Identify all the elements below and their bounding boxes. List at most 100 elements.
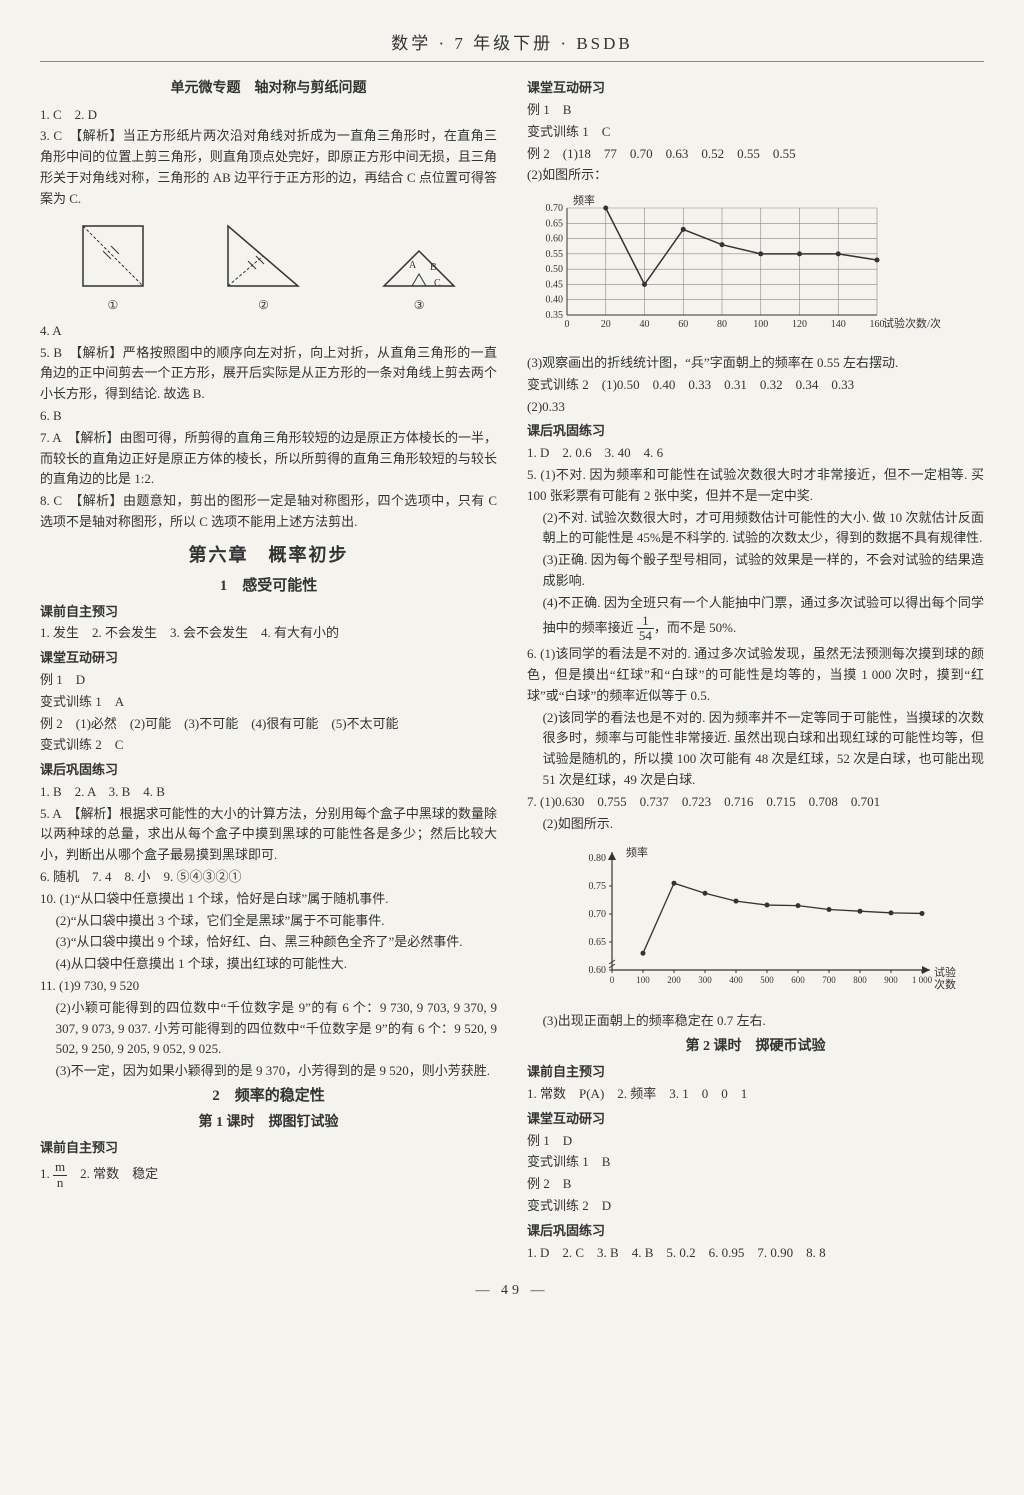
r-post-7-2: (2)如图所示. <box>527 814 984 835</box>
r-post-5-1: 5. (1)不对. 因为频率和可能性在试验次数很大时才非常接近，但不一定相等. … <box>527 465 984 507</box>
svg-text:40: 40 <box>640 319 650 330</box>
diagram-label-2: ② <box>218 296 308 315</box>
svg-text:800: 800 <box>853 975 867 985</box>
preclass-heading: 课前自主预习 <box>40 602 497 623</box>
diagram-label-3: ③ <box>374 296 464 315</box>
frac-den: n <box>53 1176 67 1190</box>
right-column: 课堂互动研习 例 1 B 变式训练 1 C 例 2 (1)18 77 0.70 … <box>527 74 984 1264</box>
svg-text:频率: 频率 <box>626 845 648 859</box>
content-columns: 单元微专题 轴对称与剪纸问题 1. C 2. D 3. C 【解析】当正方形纸片… <box>40 74 984 1264</box>
svg-text:140: 140 <box>831 319 846 330</box>
r2-ex2: 例 2 B <box>527 1174 984 1195</box>
post-10-3: (3)“从口袋中摸出 9 个球，恰好红、白、黑三种颜色全齐了”是必然事件. <box>40 932 497 953</box>
r-post-1-4: 1. D 2. 0.6 3. 40 4. 6 <box>527 443 984 464</box>
p54a: (4)不正确. 因为全班只有一个人能抽中门票，通过多次试验可以得出每个同学抽中的… <box>543 595 984 635</box>
r-var2-2: (2)0.33 <box>527 397 984 418</box>
left-column: 单元微专题 轴对称与剪纸问题 1. C 2. D 3. C 【解析】当正方形纸片… <box>40 74 497 1264</box>
svg-text:C: C <box>434 278 441 289</box>
svg-text:B: B <box>430 262 437 273</box>
preclass-2-answers: 1. m n 2. 常数 稳定 <box>40 1160 497 1190</box>
svg-text:120: 120 <box>792 319 807 330</box>
r2-var2: 变式训练 2 D <box>527 1196 984 1217</box>
preclass-heading-r2: 课前自主预习 <box>527 1062 984 1083</box>
svg-text:400: 400 <box>729 975 743 985</box>
variant-1: 变式训练 1 A <box>40 692 497 713</box>
svg-text:0.35: 0.35 <box>546 310 564 321</box>
svg-text:A: A <box>409 260 417 271</box>
chart-2: 0.600.650.700.750.8001002003004005006007… <box>527 838 984 1005</box>
frac-num: m <box>53 1160 67 1175</box>
post-10-2: (2)“从口袋中摸出 3 个球，它们全是黑球”属于不可能事件. <box>40 911 497 932</box>
r2-var1: 变式训练 1 B <box>527 1152 984 1173</box>
r-post-5-4: (4)不正确. 因为全班只有一个人能抽中门票，通过多次试验可以得出每个同学抽中的… <box>527 593 984 643</box>
postclass-heading-r: 课后巩固练习 <box>527 421 984 442</box>
svg-text:次数: 次数 <box>934 977 956 991</box>
lesson-1-subtitle: 第 1 课时 掷图钉试验 <box>40 1112 497 1134</box>
svg-text:试验: 试验 <box>934 965 956 979</box>
r2-post: 1. D 2. C 3. B 4. B 5. 0.2 6. 0.95 7. 0.… <box>527 1243 984 1264</box>
diagram-3: B C A ③ <box>374 236 464 315</box>
page-number: — 49 — <box>40 1280 984 1302</box>
p54b: ，而不是 50%. <box>654 619 736 634</box>
diagram-label-1: ① <box>73 296 153 315</box>
answer-3: 3. C 【解析】当正方形纸片两次沿对角线对折成为一直角三角形时，在直角三角形中… <box>40 126 497 209</box>
svg-text:0.60: 0.60 <box>546 234 564 245</box>
r-ex2-2: (2)如图所示： <box>527 165 984 186</box>
suffix: 2. 常数 稳定 <box>67 1166 158 1181</box>
post-10-4: (4)从口袋中任意摸出 1 个球，摸出红球的可能性大. <box>40 954 497 975</box>
diagram-2: ② <box>218 216 308 315</box>
svg-text:频率: 频率 <box>573 193 595 207</box>
example-1: 例 1 D <box>40 670 497 691</box>
svg-text:60: 60 <box>678 319 688 330</box>
svg-text:0.60: 0.60 <box>589 965 607 976</box>
chart-1: 0.350.400.450.500.550.600.650.7002040608… <box>527 190 984 347</box>
svg-text:200: 200 <box>667 975 681 985</box>
r-post-5-2: (2)不对. 试验次数很大时，才可用频数估计可能性的大小. 做 10 次就估计反… <box>527 508 984 550</box>
svg-text:900: 900 <box>884 975 898 985</box>
section-1-title: 1 感受可能性 <box>40 574 497 598</box>
diagram-1: ① <box>73 216 153 315</box>
answer-4: 4. A <box>40 321 497 342</box>
answer-1-2: 1. C 2. D <box>40 105 497 126</box>
r-ex2-1: 例 2 (1)18 77 0.70 0.63 0.52 0.55 0.55 <box>527 144 984 165</box>
post-1-4: 1. B 2. A 3. B 4. B <box>40 782 497 803</box>
svg-text:0: 0 <box>565 319 570 330</box>
svg-text:80: 80 <box>717 319 727 330</box>
answer-5: 5. B 【解析】严格按照图中的顺序向左对折，向上对折，从直角三角形的一直角边的… <box>40 343 497 405</box>
variant-2: 变式训练 2 C <box>40 735 497 756</box>
svg-text:0: 0 <box>610 975 615 985</box>
r-post-7-3: (3)出现正面朝上的频率稳定在 0.7 左右. <box>527 1011 984 1032</box>
svg-text:300: 300 <box>698 975 712 985</box>
section-2-title: 2 频率的稳定性 <box>40 1084 497 1108</box>
svg-text:0.55: 0.55 <box>546 249 564 260</box>
post-6-9: 6. 随机 7. 4 8. 小 9. ⑤④③②① <box>40 867 497 888</box>
svg-text:700: 700 <box>822 975 836 985</box>
svg-text:1 000: 1 000 <box>912 975 933 985</box>
inclass-heading: 课堂互动研习 <box>40 648 497 669</box>
page-header: 数学 · 7 年级下册 · BSDB <box>40 30 984 62</box>
answer-7: 7. A 【解析】由图可得，所剪得的直角三角形较短的边是原正方体棱长的一半，而较… <box>40 428 497 490</box>
triangle-diagram-icon <box>218 216 308 296</box>
svg-text:600: 600 <box>791 975 805 985</box>
postclass-heading: 课后巩固练习 <box>40 760 497 781</box>
r-post-6-2: (2)该同学的看法也是不对的. 因为频率并不一定等同于可能性，当摸球的次数很多时… <box>527 708 984 791</box>
post-11-2: (2)小颖可能得到的四位数中“千位数字是 9”的有 6 个：9 730, 9 7… <box>40 998 497 1060</box>
answer-8: 8. C 【解析】由题意知，剪出的图形一定是轴对称图形，四个选项中，只有 C 选… <box>40 491 497 533</box>
frac-num-54: 1 <box>637 614 654 629</box>
svg-text:0.45: 0.45 <box>546 280 564 291</box>
post-10-1: 10. (1)“从口袋中任意摸出 1 个球，恰好是白球”属于随机事件. <box>40 889 497 910</box>
small-triangle-icon: B C A <box>374 236 464 296</box>
r-var1: 变式训练 1 C <box>527 122 984 143</box>
r-ex1: 例 1 B <box>527 100 984 121</box>
postclass-heading-r2: 课后巩固练习 <box>527 1221 984 1242</box>
r-pre-1: 1. 常数 P(A) 2. 频率 3. 1 0 0 1 <box>527 1084 984 1105</box>
inclass-heading-r: 课堂互动研习 <box>527 78 984 99</box>
r2-ex1: 例 1 D <box>527 1131 984 1152</box>
r-post-6-1: 6. (1)该同学的看法是不对的. 通过多次试验发现，虽然无法预测每次摸到球的颜… <box>527 644 984 706</box>
r-var2-1: 变式训练 2 (1)0.50 0.40 0.33 0.31 0.32 0.34 … <box>527 375 984 396</box>
svg-text:100: 100 <box>636 975 650 985</box>
svg-text:0.70: 0.70 <box>546 203 564 214</box>
svg-text:0.75: 0.75 <box>589 881 607 892</box>
answer-6: 6. B <box>40 406 497 427</box>
prefix: 1. <box>40 1166 53 1181</box>
